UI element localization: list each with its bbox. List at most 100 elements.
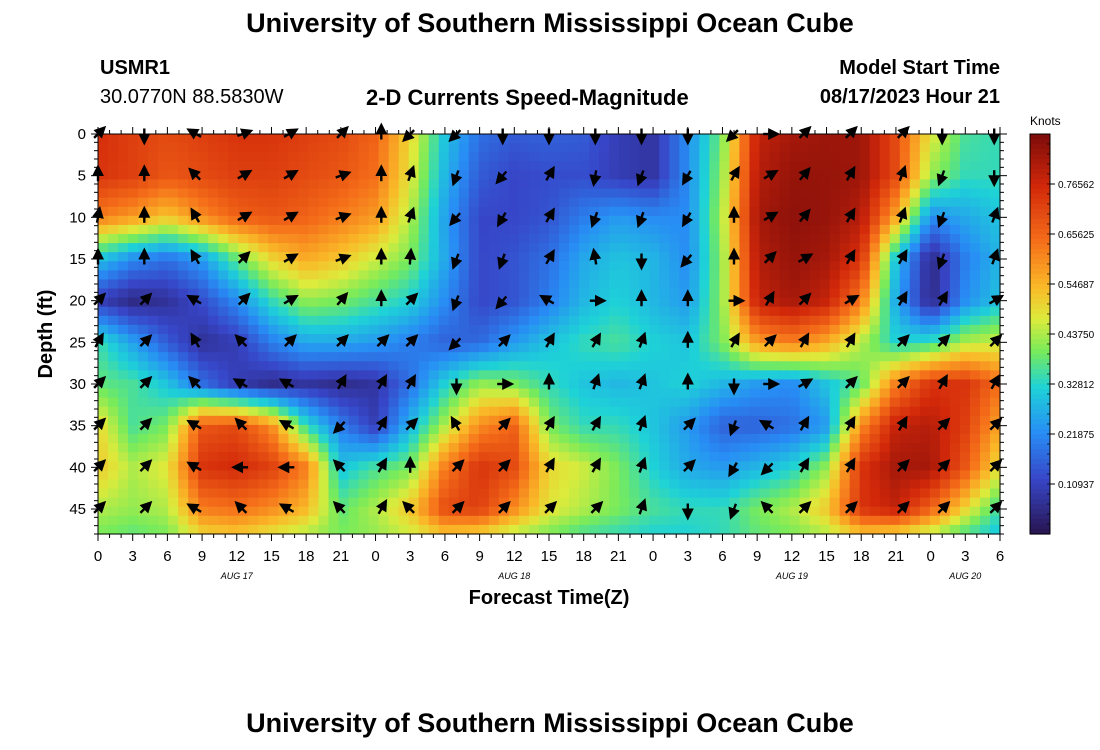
current-vector [589,170,602,188]
current-vector [332,500,346,514]
heatmap-cell [258,134,269,144]
heatmap-cell [789,352,801,362]
heatmap-cell [799,443,811,453]
heatmap-cell [488,306,500,317]
heatmap-cell [559,324,570,335]
heatmap-cell [378,388,390,399]
heatmap-cell [308,134,320,144]
heatmap-cell [969,243,981,253]
heatmap-cell [899,179,911,190]
heatmap-cell [889,452,901,462]
current-vector [635,331,647,348]
heatmap-cell [869,243,881,253]
heatmap-cell [488,134,500,144]
heatmap-cell [559,215,570,226]
heatmap-cell [709,370,720,381]
heatmap-cell [879,252,891,262]
heatmap-cell [739,134,751,144]
heatmap-cell [829,324,841,335]
heatmap-cell [328,397,340,408]
heatmap-cell [168,134,179,144]
heatmap-cell [508,234,520,244]
heatmap-cell [679,206,690,217]
colorbar-cell [1030,399,1050,405]
heatmap-cell [178,379,189,390]
current-vector [681,170,694,186]
heatmap-cell [208,161,219,171]
heatmap-cell [869,406,881,417]
heatmap-cell [178,234,189,244]
heatmap-cell [679,143,690,153]
heatmap-cell [649,415,660,426]
heatmap-cell [528,488,540,499]
heatmap-cell [829,179,841,190]
speed-heatmap [98,134,1001,535]
heatmap-cell [549,143,560,153]
heatmap-cell [488,443,500,453]
heatmap-cell [739,388,751,399]
heatmap-cell [518,161,530,171]
heatmap-cell [358,497,370,508]
heatmap-cell [889,224,901,235]
heatmap-cell [719,361,730,371]
heatmap-cell [749,452,761,462]
heatmap-cell [649,252,660,262]
heatmap-cell [298,261,310,271]
heatmap-cell [418,234,430,244]
heatmap-cell [188,288,199,299]
heatmap-cell [639,515,650,526]
current-vector [232,378,248,390]
heatmap-cell [398,524,410,535]
heatmap-cell [208,288,219,299]
heatmap-cell [98,343,109,353]
heatmap-cell [739,397,751,408]
heatmap-cell [458,206,470,217]
heatmap-cell [599,352,610,362]
heatmap-cell [368,197,380,208]
heatmap-cell [919,479,931,490]
heatmap-cell [729,343,741,353]
heatmap-cell [759,343,771,353]
heatmap-cell [739,470,751,481]
heatmap-cell [288,143,300,153]
heatmap-cell [538,188,550,199]
current-vector [937,417,951,431]
heatmap-cell [118,279,129,290]
heatmap-cell [388,352,400,362]
heatmap-cell [759,315,771,326]
heatmap-cell [318,488,330,499]
heatmap-cell [188,197,199,208]
heatmap-cell [248,134,259,144]
heatmap-cell [98,143,109,153]
heatmap-cell [609,424,620,435]
heatmap-cell [959,343,971,353]
heatmap-cell [268,388,279,399]
current-vector [237,169,253,182]
heatmap-cell [528,515,540,526]
heatmap-cell [168,143,179,153]
heatmap-cell [589,143,600,153]
heatmap-cell [128,206,139,217]
heatmap-cell [378,234,390,244]
heatmap-cell [959,415,971,426]
heatmap-cell [969,461,981,471]
heatmap-cell [699,170,710,181]
heatmap-cell [478,452,490,462]
heatmap-cell [478,234,490,244]
heatmap-cell [248,397,259,408]
heatmap-cell [288,270,300,281]
station-id: USMR1 [100,57,171,79]
heatmap-cell [579,152,590,162]
heatmap-cell [418,261,430,271]
heatmap-cell [919,197,931,208]
heatmap-cell [258,470,269,481]
heatmap-cell [919,297,931,308]
heatmap-cell [789,388,801,399]
heatmap-cell [328,288,340,299]
current-vector [728,332,740,348]
heatmap-cell [328,388,340,399]
heatmap-cell [408,152,420,162]
heatmap-cell [498,234,510,244]
heatmap-cell [498,188,510,199]
heatmap-cell [328,379,340,390]
